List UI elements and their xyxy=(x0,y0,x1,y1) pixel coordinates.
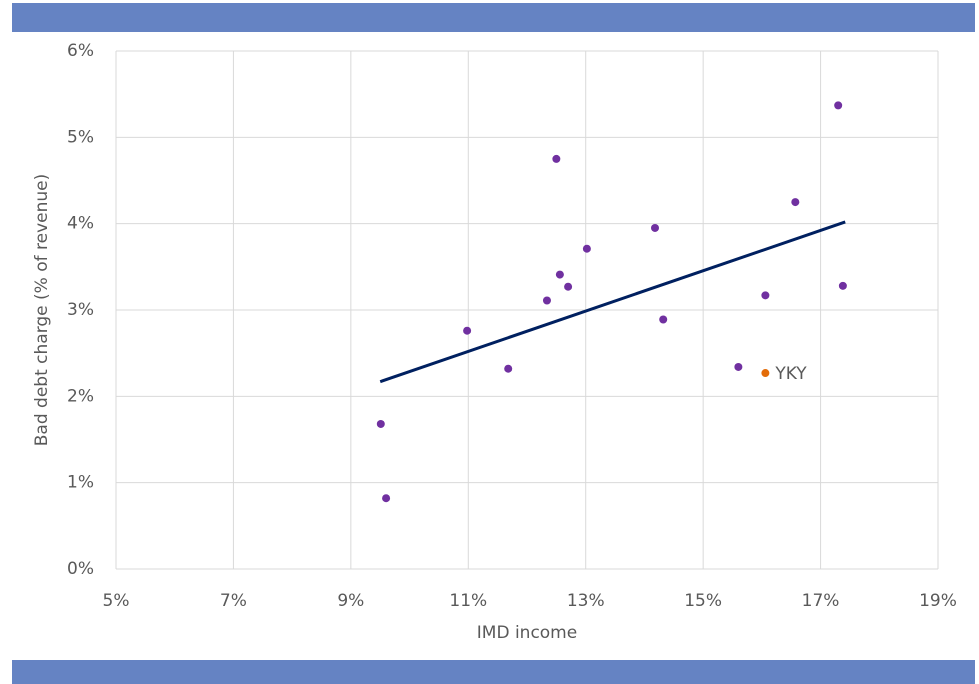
x-axis-label: IMD income xyxy=(477,623,577,643)
y-tick-label: 0% xyxy=(67,559,94,579)
top-band xyxy=(12,3,975,32)
annotation: YKY xyxy=(774,364,807,384)
point xyxy=(463,326,472,335)
point xyxy=(582,244,591,253)
point xyxy=(791,198,800,207)
y-axis-label: Bad debt charge (% of revenue) xyxy=(32,174,52,446)
point xyxy=(552,154,561,163)
y-tick-label: 3% xyxy=(67,300,94,320)
annotated-point xyxy=(761,369,770,378)
point xyxy=(659,315,668,324)
y-tick-label: 6% xyxy=(67,41,94,61)
x-tick-label: 19% xyxy=(919,591,957,611)
y-tick-label: 4% xyxy=(67,214,94,234)
x-tick-label: 11% xyxy=(449,591,487,611)
point xyxy=(838,281,847,290)
point xyxy=(504,364,513,373)
point xyxy=(376,419,385,428)
point xyxy=(761,291,770,300)
x-tick-label: 17% xyxy=(802,591,840,611)
x-tick-label: 5% xyxy=(103,591,130,611)
x-tick-label: 13% xyxy=(567,591,605,611)
point xyxy=(542,296,551,305)
bottom-band xyxy=(12,660,975,684)
x-tick-label: 15% xyxy=(684,591,722,611)
y-tick-label: 2% xyxy=(67,386,94,406)
y-tick-label: 1% xyxy=(67,473,94,493)
point xyxy=(564,282,573,291)
x-tick-label: 9% xyxy=(337,591,364,611)
point xyxy=(834,101,843,110)
point xyxy=(650,223,659,232)
x-tick-label: 7% xyxy=(220,591,247,611)
trendline xyxy=(379,220,846,384)
point xyxy=(734,362,743,371)
y-tick-label: 5% xyxy=(67,127,94,147)
point xyxy=(555,270,564,279)
point xyxy=(382,494,391,503)
